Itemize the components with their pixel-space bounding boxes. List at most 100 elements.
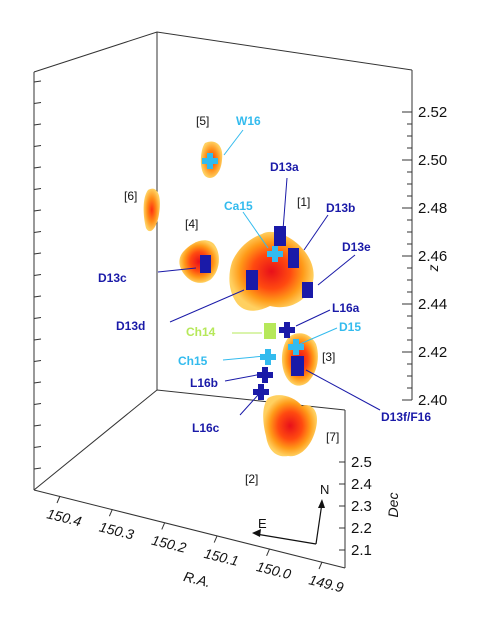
blob-6 (143, 188, 160, 232)
z-tick-label: 2.52 (418, 104, 447, 121)
source-d13e-marker (302, 282, 313, 298)
leader-d13e (317, 254, 356, 286)
z-tick-label: 2.48 (418, 200, 447, 217)
leader-d13a (282, 177, 288, 231)
leader-lines (157, 129, 381, 416)
source-l16b-marker (257, 367, 273, 383)
z-tick-label: 2.42 (418, 344, 447, 361)
source-d13f-marker (291, 356, 304, 376)
source-l16a-marker (279, 322, 295, 338)
source-d13b-label: D13b (326, 201, 355, 215)
leader-l16c (239, 394, 259, 416)
z-tick-label: 2.50 (418, 152, 447, 169)
source-ch14-marker (264, 323, 276, 339)
compass-north-arrowhead (318, 499, 325, 508)
left-edge-tick (33, 274, 42, 276)
left-edge-tick (33, 252, 42, 255)
blob-2 (263, 395, 318, 457)
ra-tick (266, 548, 271, 556)
ra-tick-label: 150.1 (202, 545, 240, 569)
source-d13f-label: D13f/F16 (381, 410, 431, 424)
left-edge-tick (33, 403, 42, 405)
left-edge-tick (33, 80, 42, 83)
z-tick-label: 2.40 (418, 392, 447, 409)
z-axis-title: z (425, 265, 441, 273)
source-d13d-label: D13d (116, 319, 145, 333)
ra-tick-label: 149.9 (307, 571, 345, 595)
leader-ca15 (242, 211, 269, 249)
ra-tick-label: 150.0 (255, 558, 293, 582)
compass-east-arrow (255, 533, 317, 545)
blob-1 (229, 231, 314, 311)
dec-tick-label: 2.1 (351, 542, 372, 559)
compass-north-arrow (315, 502, 323, 545)
z-axis: 2.40 2.42 2.44 2.46 2.48 2.50 2.52 z (402, 104, 447, 409)
source-d13b-marker (288, 248, 299, 268)
ra-tick-label: 150.4 (45, 505, 83, 529)
source-d13a-label: D13a (270, 160, 299, 174)
source-d15-label: D15 (339, 320, 361, 334)
leader-d13c (157, 267, 197, 273)
left-edge-tick (33, 188, 42, 190)
region-label-7: [7] (326, 430, 339, 444)
region-label-3: [3] (322, 350, 335, 364)
source-d13e-label: D13e (342, 240, 371, 254)
left-edge-tick (33, 338, 42, 341)
leader-d13b (303, 214, 329, 251)
left-edge-tick (33, 145, 42, 147)
z-tick-label: 2.44 (418, 296, 447, 313)
source-l16b-label: L16b (190, 376, 218, 390)
region-label-6: [6] (124, 189, 137, 203)
leader-ch15 (222, 355, 266, 361)
source-d13a-marker (274, 226, 286, 246)
dec-axis: 2.1 2.2 2.3 2.4 2.5 Dec (339, 454, 401, 559)
ra-tick (56, 495, 61, 504)
z-tick-label: 2.46 (418, 248, 447, 265)
source-markers (200, 153, 313, 400)
source-d13d-marker (246, 270, 258, 290)
source-d13c-label: D13c (98, 271, 127, 285)
compass-east-label: E (258, 516, 267, 531)
ra-tick (161, 522, 166, 530)
ra-tick-label: 150.2 (150, 532, 188, 556)
leader-d15 (299, 327, 338, 345)
source-ch15-marker (260, 349, 276, 365)
ra-axis: 150.4 150.3 150.2 150.1 150.0 149.9 R.A. (45, 495, 345, 595)
compass: N E (252, 482, 329, 545)
left-edge-tick (33, 123, 42, 126)
ra-tick (318, 561, 323, 570)
leader-d13d (169, 289, 245, 323)
region-label-5: [5] (196, 114, 209, 128)
source-d15-marker (288, 339, 304, 355)
ra-tick (108, 509, 113, 517)
dec-tick-label: 2.3 (351, 498, 372, 515)
dec-tick-label: 2.5 (351, 454, 372, 471)
dec-tick-label: 2.4 (351, 476, 372, 493)
left-edge-tick (33, 424, 42, 427)
left-edge-ticks (33, 80, 42, 470)
source-labels: W16 D13a Ca15 D13b D13e D13c D13d L16a C… (98, 114, 431, 435)
leader-d13f (305, 369, 381, 411)
leader-w16 (223, 129, 244, 156)
source-w16-label: W16 (236, 114, 261, 128)
dec-tick-label: 2.2 (351, 520, 372, 537)
region-label-2: [2] (245, 472, 258, 486)
ra-tick (213, 535, 218, 543)
source-l16c-marker (253, 384, 269, 400)
leader-l16a (295, 309, 331, 327)
compass-north-label: N (320, 482, 329, 497)
dec-axis-title: Dec (385, 493, 401, 518)
source-ch14-label: Ch14 (186, 325, 216, 339)
source-d13c-marker (200, 255, 211, 273)
source-w16-marker (202, 153, 218, 169)
leader-l16b (224, 373, 263, 382)
left-edge-tick (33, 295, 42, 298)
left-edge-tick (33, 317, 42, 319)
source-ca15-label: Ca15 (224, 199, 253, 213)
blob-4 (179, 240, 219, 283)
region-labels: [1] [2] [3] [4] [5] [6] [7] (124, 114, 339, 486)
source-ch15-label: Ch15 (178, 354, 208, 368)
density-blobs (143, 141, 318, 457)
source-l16c-label: L16c (192, 421, 220, 435)
